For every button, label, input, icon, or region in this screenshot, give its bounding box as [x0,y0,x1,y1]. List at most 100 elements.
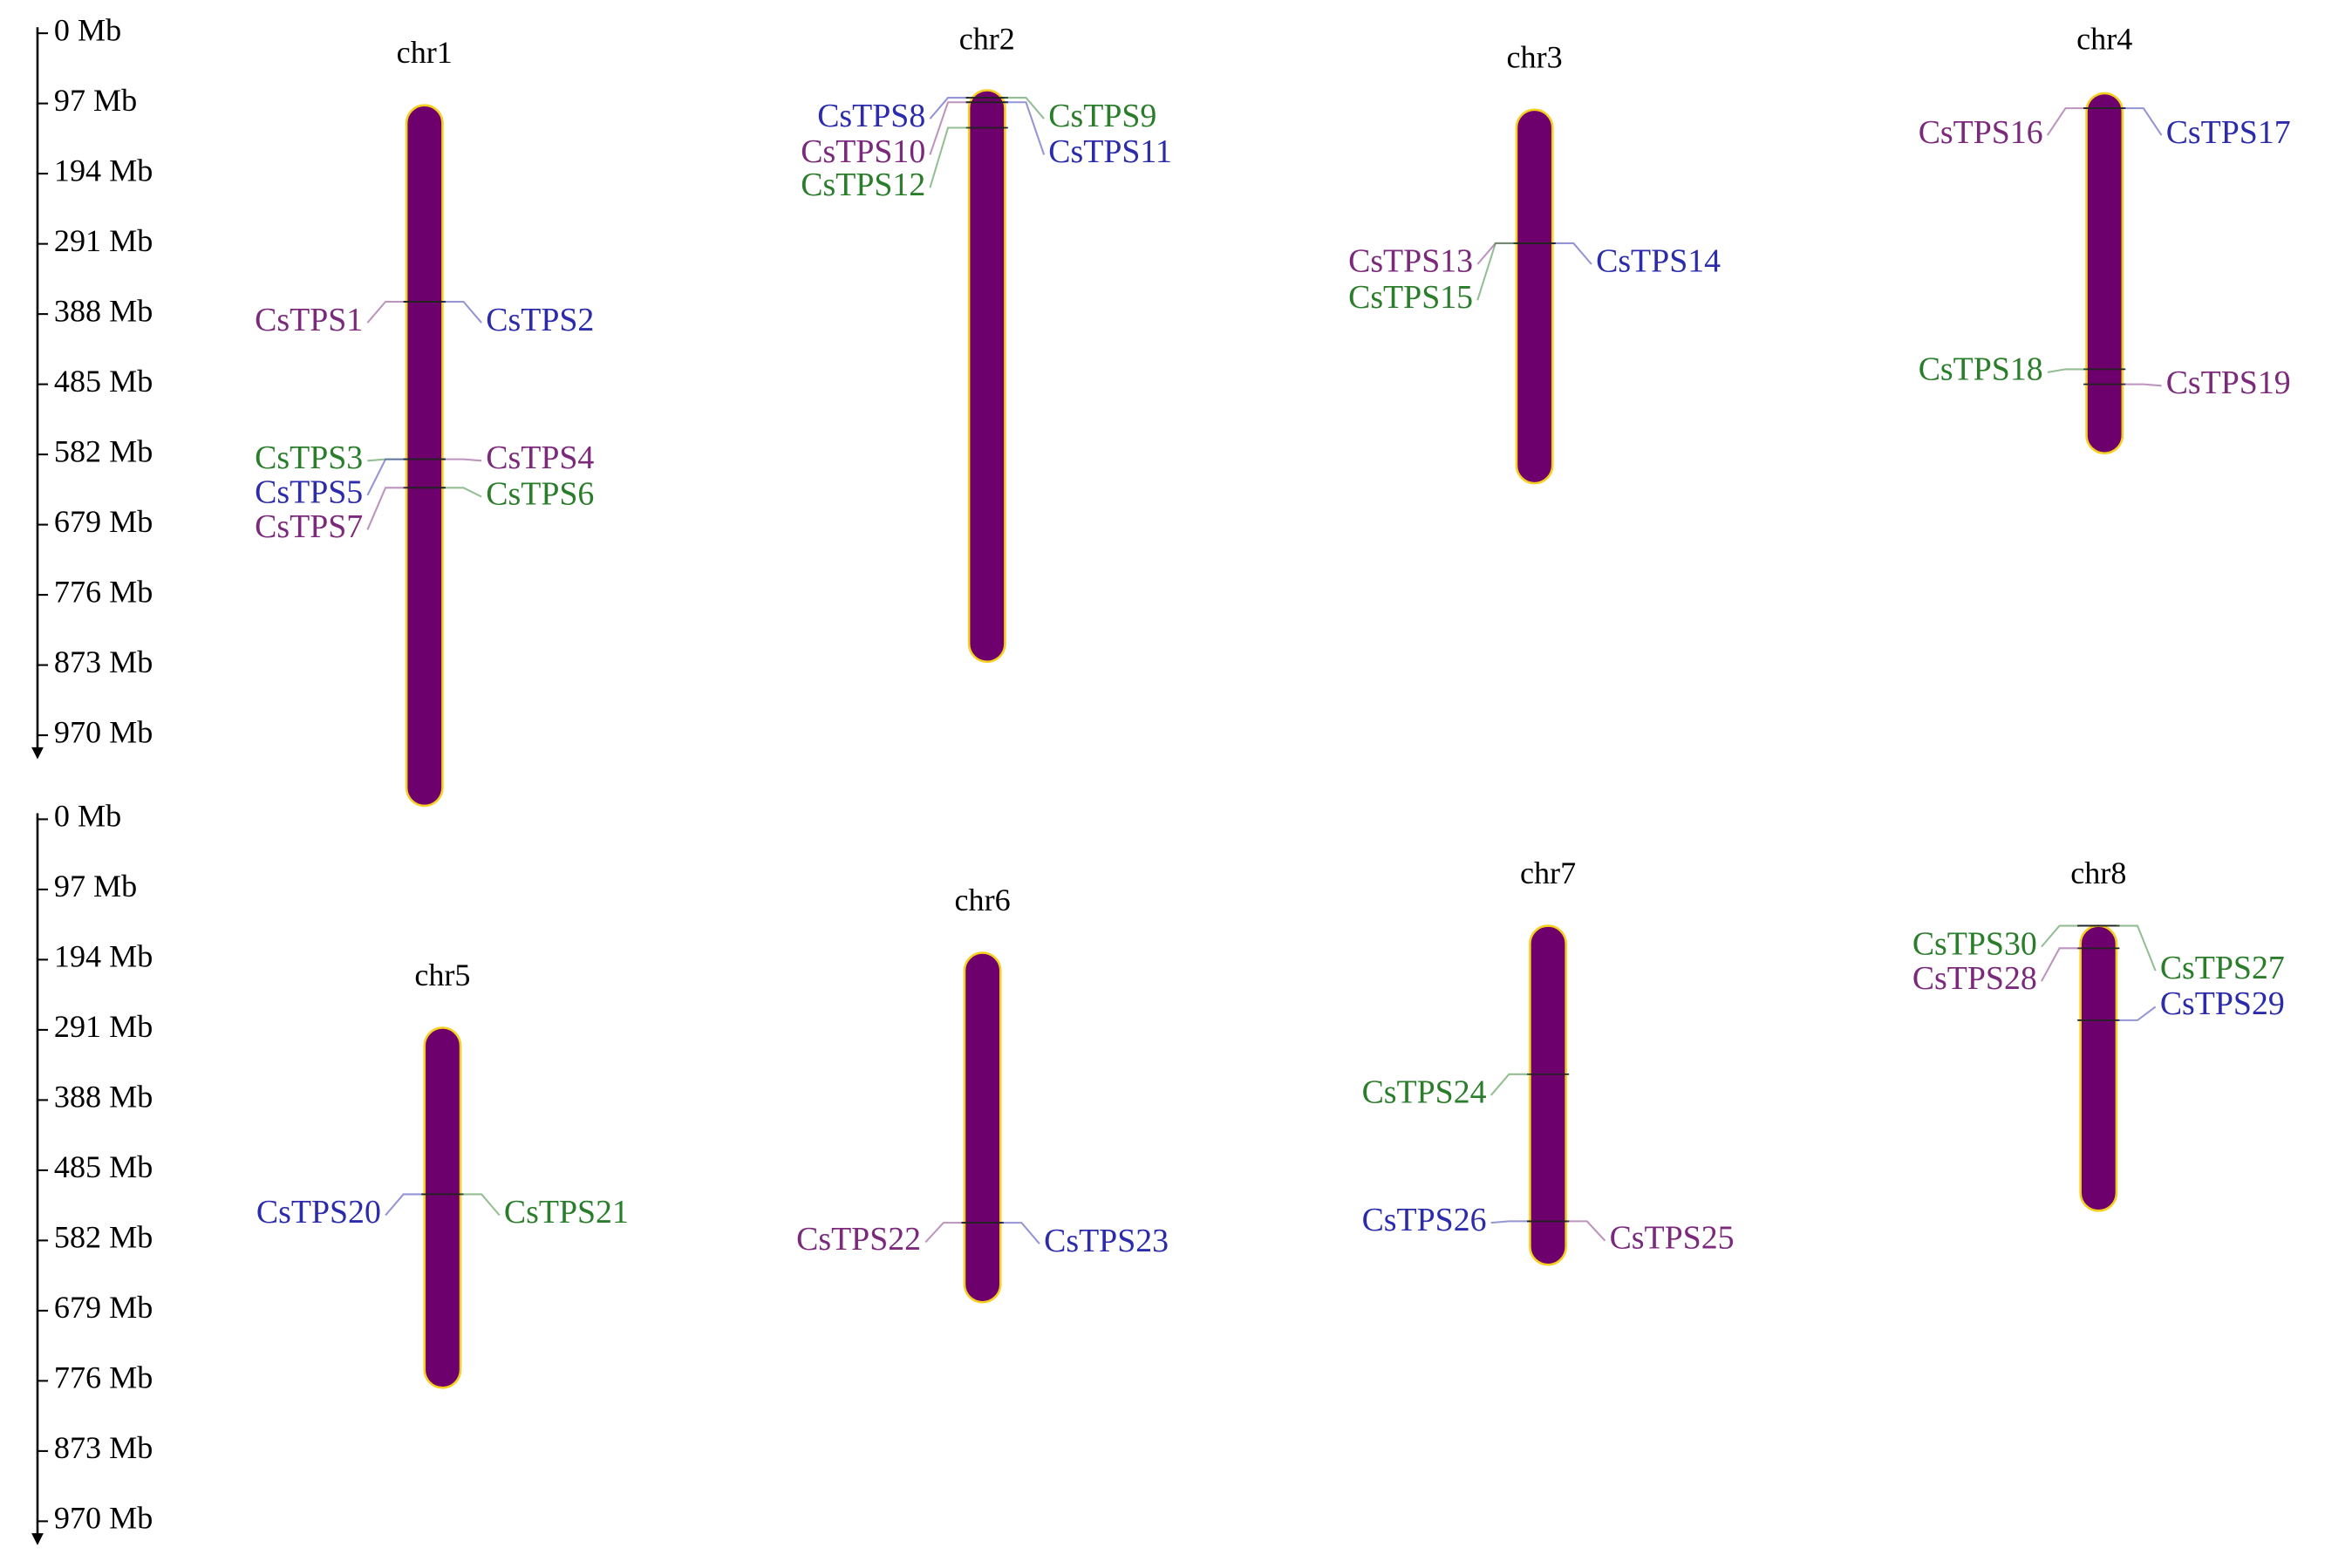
gene-label: CsTPS11 [1048,133,1172,170]
gene-connector [929,126,970,188]
axis-tick-label: 970 Mb [54,714,153,749]
axis-tick-label: 776 Mb [54,1360,153,1395]
gene-connector [366,487,407,530]
axis-tick-label: 97 Mb [54,869,137,903]
gene-label: CsTPS5 [255,474,363,511]
axis-tick-label: 388 Mb [54,293,153,328]
gene-label: CsTPS24 [1362,1074,1487,1111]
axis-arrow [31,747,44,760]
gene-connector [2041,947,2081,982]
axis-tick-label: 679 Mb [54,504,153,539]
gene-label: CsTPS22 [796,1221,921,1258]
gene-label: CsTPS19 [2166,365,2291,401]
gene-connector [924,1222,965,1244]
gene-connector [2116,1006,2157,1021]
axis-tick-label: 582 Mb [54,433,153,468]
axis-tick-label: 194 Mb [54,153,153,187]
chromosome-name: chr3 [1507,39,1563,74]
gene-connector [442,487,482,498]
gene-label: CsTPS28 [1912,960,2037,997]
chromosome-name: chr1 [397,35,453,70]
gene-connector [1552,242,1592,265]
gene-connector [929,97,970,119]
gene-connector [2122,383,2162,387]
axis-tick-label: 194 Mb [54,939,153,974]
gene-label: CsTPS2 [486,302,594,338]
gene-connector [2116,924,2157,971]
gene-label: CsTPS30 [1912,925,2037,962]
gene-connector [1565,1220,1606,1242]
chromosome [2085,92,2124,455]
gene-label: CsTPS4 [486,440,594,476]
gene-connector [1490,1073,1531,1096]
gene-label: CsTPS18 [1919,351,2043,388]
gene-connector [2122,107,2163,136]
chromosome-name: chr6 [955,883,1011,917]
gene-connector [460,1193,501,1217]
gene-label: CsTPS27 [2160,950,2285,986]
axis-tick-label: 291 Mb [54,1009,153,1044]
gene-label: CsTPS3 [255,440,363,476]
gene-label: CsTPS21 [504,1194,629,1231]
axis-tick-label: 873 Mb [54,1430,153,1465]
gene-connector [366,300,407,324]
chromosome-name: chr2 [959,22,1015,57]
chromosome [405,104,444,808]
axis-tick-label: 388 Mb [54,1080,153,1115]
gene-connector [385,1193,425,1217]
gene-connector [442,300,482,324]
chromosome-name: chr5 [414,958,470,992]
axis-arrow [31,1533,44,1545]
gene-connector [366,458,407,496]
axis-tick-label: 776 Mb [54,574,153,609]
chromosome [1529,924,1567,1266]
chromosome [2079,924,2118,1212]
axis-tick-label: 291 Mb [54,223,153,258]
gene-connector [442,458,482,462]
gene-label: CsTPS16 [1919,114,2043,151]
gene-label: CsTPS9 [1048,98,1156,134]
chromosome [963,951,1002,1304]
chromosome-name: chr7 [1520,856,1576,890]
gene-label: CsTPS25 [1610,1219,1735,1256]
gene-connector [1490,1220,1531,1224]
gene-label: CsTPS10 [801,133,925,170]
gene-label: CsTPS6 [486,475,594,512]
chromosome [1515,108,1554,485]
axis-tick-label: 0 Mb [54,12,121,47]
gene-label: CsTPS14 [1596,243,1721,280]
gene-label: CsTPS8 [817,98,925,134]
gene-label: CsTPS17 [2166,114,2291,151]
gene-connector [2041,924,2081,948]
axis-tick-label: 97 Mb [54,83,137,118]
axis-tick-label: 679 Mb [54,1290,153,1325]
gene-connector [1476,242,1517,301]
gene-connector [1476,242,1517,265]
gene-connector [1000,1222,1040,1244]
chromosome [967,89,1006,664]
axis-tick-label: 0 Mb [54,799,121,834]
chromosome [423,1026,462,1389]
gene-label: CsTPS7 [255,508,363,545]
gene-connector [1005,97,1045,119]
gene-connector [929,101,970,155]
gene-label: CsTPS20 [256,1194,381,1231]
gene-label: CsTPS1 [255,302,363,338]
axis-tick-label: 873 Mb [54,644,153,679]
axis-tick-label: 582 Mb [54,1220,153,1255]
gene-connector [2046,107,2087,136]
gene-label: CsTPS15 [1348,279,1473,316]
gene-label: CsTPS12 [801,167,925,203]
gene-label: CsTPS13 [1348,243,1473,280]
gene-connector [1005,101,1046,155]
gene-label: CsTPS26 [1362,1202,1487,1238]
axis-tick-label: 485 Mb [54,364,153,399]
gene-connector [2047,368,2087,373]
gene-label: CsTPS29 [2160,985,2285,1022]
chromosome-name: chr8 [2070,856,2126,890]
chromosome-name: chr4 [2076,22,2132,57]
gene-label: CsTPS23 [1044,1223,1169,1259]
axis-tick-label: 970 Mb [54,1501,153,1536]
